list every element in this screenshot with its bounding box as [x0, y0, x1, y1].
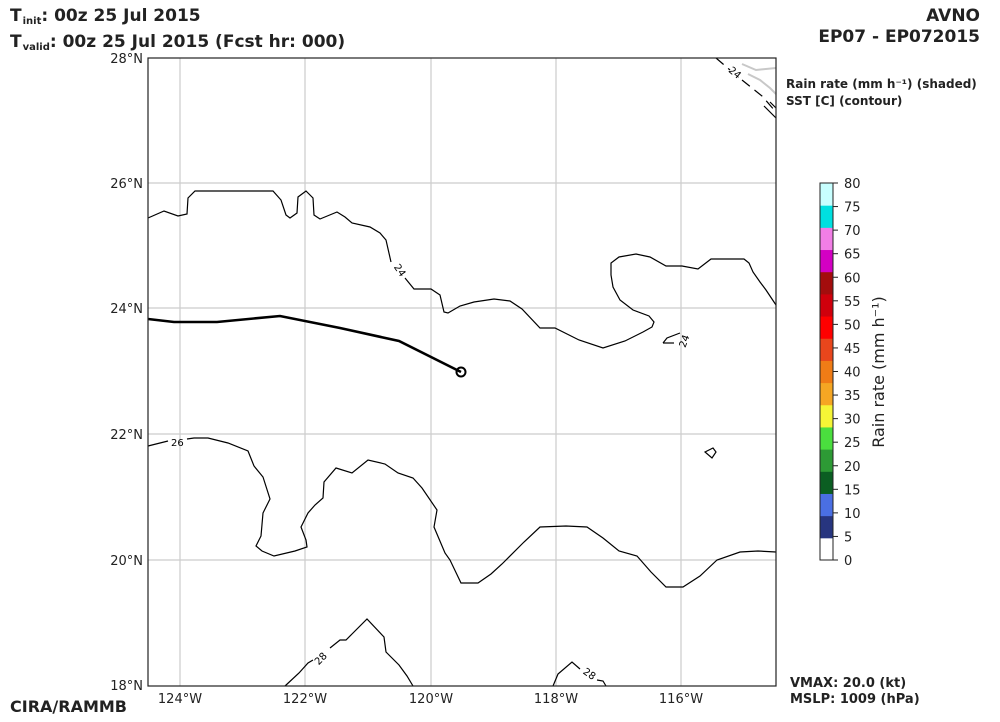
colorbar-swatch [820, 426, 833, 450]
colorbar-tick-label: 65 [844, 248, 861, 263]
legend-sst: SST [C] (contour) [786, 94, 903, 108]
lon-tick: 116°W [659, 692, 703, 707]
colorbar-swatch [820, 316, 833, 339]
storm-track [147, 314, 467, 378]
storm-id: EP07 - EP072015 [818, 27, 980, 47]
colorbar-tick-label: 70 [844, 224, 861, 239]
colorbar-tick-label: 45 [844, 342, 861, 357]
colorbar-swatch [820, 293, 833, 317]
lon-tick: 118°W [534, 692, 578, 707]
colorbar-swatch [820, 205, 833, 228]
colorbar-tick-label: 60 [844, 271, 861, 286]
model-name: AVNO [926, 6, 980, 26]
mslp-value: MSLP: 1009 (hPa) [790, 692, 920, 707]
colorbar-tick-label: 30 [844, 413, 861, 428]
valid-time-value: : 00z 25 Jul 2015 (Fcst hr: 000) [49, 32, 346, 52]
colorbar-swatch [820, 515, 833, 539]
colorbar-swatch [820, 537, 833, 561]
credit-label: CIRA/RAMMB [10, 697, 127, 716]
colorbar-swatch [820, 471, 833, 494]
lat-tick: 22°N [110, 428, 143, 443]
lat-tick: 28°N [110, 52, 143, 67]
init-time-value: : 00z 25 Jul 2015 [41, 6, 201, 26]
lat-tick: 18°N [110, 679, 143, 694]
colorbar-swatch [820, 271, 833, 295]
lon-tick: 122°W [283, 692, 327, 707]
lat-axis: 28°N 26°N 24°N 22°N 20°N 18°N [110, 52, 143, 694]
colorbar-tick-label: 10 [844, 507, 861, 522]
colorbar-swatch [820, 493, 833, 517]
colorbar-tick-label: 0 [844, 554, 852, 569]
contour-label: 24 [391, 262, 407, 279]
colorbar-swatch [820, 449, 833, 472]
colorbar-tick-label: 50 [844, 318, 861, 333]
contour-label: 24 [678, 334, 693, 350]
vmax-value: VMAX: 20.0 (kt) [790, 676, 907, 691]
contour-label: 26 [171, 438, 184, 449]
colorbar-swatch [820, 382, 833, 406]
colorbar [819, 182, 834, 561]
colorbar-swatch [820, 227, 833, 251]
lat-tick: 26°N [110, 177, 143, 192]
colorbar-swatch [820, 404, 833, 428]
colorbar-swatch [820, 183, 833, 206]
lat-tick: 20°N [110, 554, 143, 569]
contour-label: 24 [726, 65, 743, 82]
colorbar-tick-label: 35 [844, 389, 861, 404]
colorbar-swatch [820, 360, 833, 384]
colorbar-tick-label: 15 [844, 483, 861, 498]
grid-lines [148, 58, 776, 686]
valid-time-label: Tvalid: 00z 25 Jul 2015 (Fcst hr: 000) [10, 32, 346, 53]
sst-contours [147, 57, 777, 687]
colorbar-swatch [820, 249, 833, 273]
colorbar-tick-label: 80 [844, 177, 861, 192]
colorbar-label: Rain rate (mm h⁻¹) [869, 296, 888, 448]
contour-label: 28 [313, 651, 330, 668]
colorbar-tick-label: 20 [844, 460, 861, 475]
init-time-label: Tinit: 00z 25 Jul 2015 [10, 6, 201, 27]
colorbar-swatch [820, 338, 833, 361]
colorbar-tick-label: 40 [844, 366, 861, 381]
lon-axis: 124°W 122°W 120°W 118°W 116°W [158, 692, 703, 707]
colorbar-tick-label: 25 [844, 436, 861, 451]
lat-tick: 24°N [110, 302, 143, 317]
init-subscript: init [22, 16, 42, 27]
legend-rain-rate: Rain rate (mm h⁻¹) (shaded) [786, 77, 977, 91]
coastline [741, 63, 777, 95]
map-frame [147, 57, 777, 687]
lon-tick: 120°W [409, 692, 453, 707]
storm-position-marker [455, 366, 467, 378]
contour-label: 28 [581, 666, 598, 682]
lon-tick: 124°W [158, 692, 202, 707]
colorbar-tick-label: 5 [844, 530, 852, 545]
colorbar-tick-label: 55 [844, 295, 861, 310]
colorbar-tick-label: 75 [844, 201, 861, 216]
valid-subscript: valid [22, 42, 50, 53]
